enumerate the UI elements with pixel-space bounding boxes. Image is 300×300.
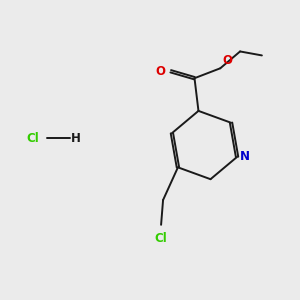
Text: Cl: Cl	[27, 132, 40, 145]
Text: O: O	[156, 65, 166, 78]
Text: Cl: Cl	[155, 232, 167, 245]
Text: H: H	[71, 132, 81, 145]
Text: N: N	[240, 150, 250, 164]
Text: O: O	[222, 54, 232, 67]
